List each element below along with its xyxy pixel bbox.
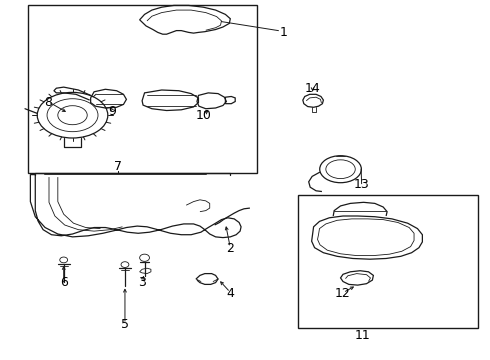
Text: 2: 2 [226, 242, 234, 255]
Text: 14: 14 [305, 82, 320, 95]
Text: 9: 9 [108, 105, 116, 118]
Text: 6: 6 [60, 276, 68, 289]
Text: 7: 7 [114, 160, 122, 173]
Text: 10: 10 [196, 109, 211, 122]
Text: 12: 12 [335, 287, 351, 300]
Text: 5: 5 [121, 318, 129, 331]
Text: 13: 13 [354, 178, 369, 191]
Text: 8: 8 [44, 96, 52, 109]
Text: 4: 4 [226, 287, 234, 300]
Text: 1: 1 [279, 26, 287, 39]
Text: 3: 3 [138, 276, 146, 289]
Text: 11: 11 [355, 329, 370, 342]
